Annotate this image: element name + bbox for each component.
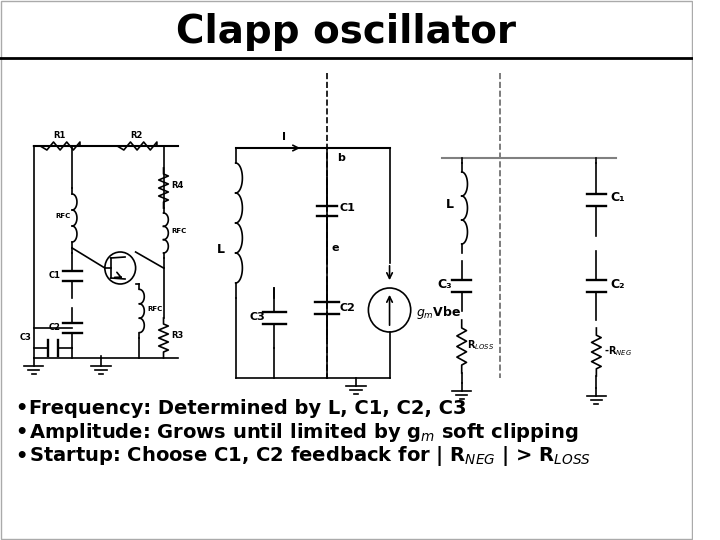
Text: e: e — [332, 243, 339, 253]
Text: •: • — [15, 447, 27, 465]
Text: RFC: RFC — [147, 306, 163, 312]
Text: C2: C2 — [48, 323, 60, 332]
Text: C₂: C₂ — [611, 278, 625, 291]
Text: C3: C3 — [20, 333, 32, 342]
Text: RFC: RFC — [171, 228, 186, 234]
Text: I: I — [282, 132, 286, 142]
Text: $g_m$Vbe: $g_m$Vbe — [416, 304, 462, 321]
Text: Clapp oscillator: Clapp oscillator — [176, 13, 516, 51]
Text: •: • — [15, 399, 27, 417]
Text: R2: R2 — [130, 131, 143, 140]
Text: C1: C1 — [48, 271, 60, 280]
Text: C1: C1 — [340, 203, 356, 213]
Text: •: • — [15, 422, 27, 442]
Text: RFC: RFC — [55, 213, 70, 219]
Text: Amplitude: Grows until limited by g$_{m}$ soft clipping: Amplitude: Grows until limited by g$_{m}… — [29, 421, 578, 443]
Text: R3: R3 — [171, 331, 184, 340]
Text: -R$_{NEG}$: -R$_{NEG}$ — [604, 344, 632, 358]
Text: R1: R1 — [53, 131, 66, 140]
Text: C₁: C₁ — [611, 191, 626, 204]
Text: b: b — [337, 153, 345, 163]
Text: Startup: Choose C1, C2 feedback for | R$_{NEG}$ | > R$_{LOSS}$: Startup: Choose C1, C2 feedback for | R$… — [29, 444, 591, 468]
Text: C2: C2 — [340, 303, 356, 313]
Text: L: L — [446, 198, 454, 211]
Text: C₃: C₃ — [437, 278, 451, 291]
Text: C3: C3 — [250, 312, 266, 322]
Text: L: L — [217, 243, 225, 256]
Text: R4: R4 — [171, 181, 184, 190]
Text: Frequency: Determined by L, C1, C2, C3: Frequency: Determined by L, C1, C2, C3 — [29, 399, 467, 417]
Text: R$_{LOSS}$: R$_{LOSS}$ — [467, 338, 494, 352]
